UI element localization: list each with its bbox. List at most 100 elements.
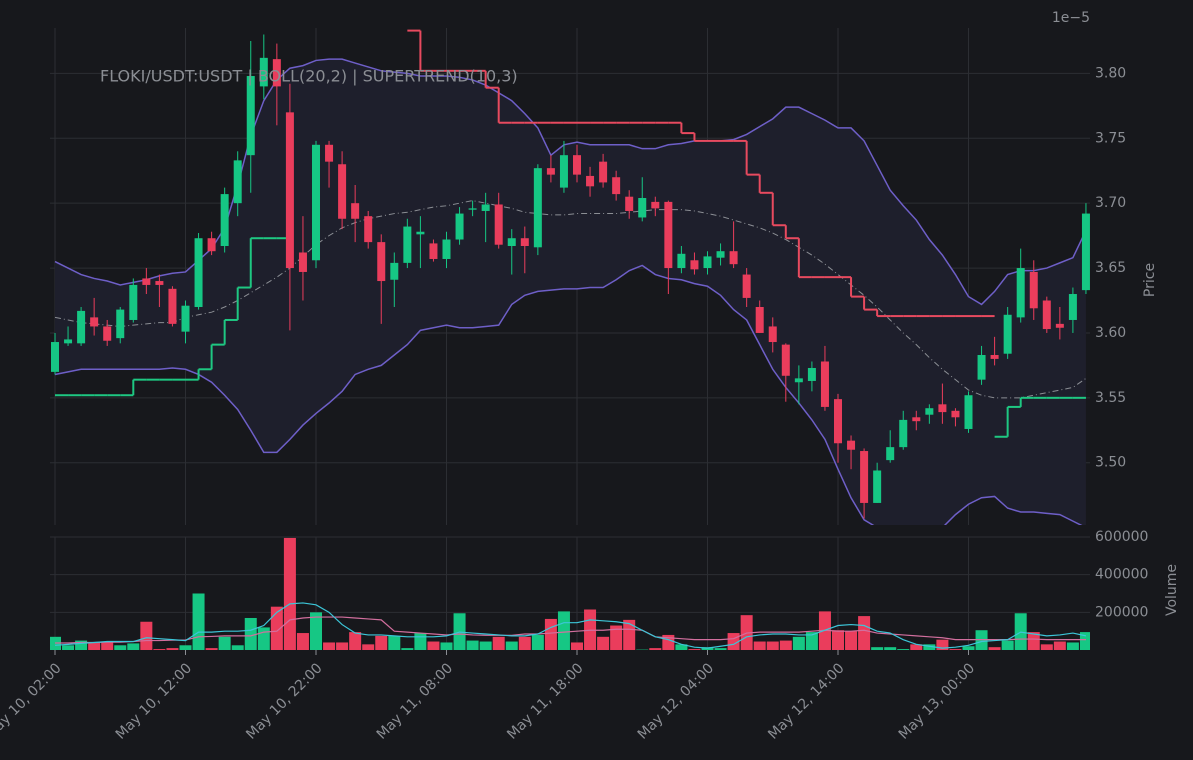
volume-bar <box>336 642 349 650</box>
candle-body <box>625 196 634 211</box>
candle-body <box>155 281 164 285</box>
volume-bar <box>688 649 701 650</box>
y-tick-label: 3.80 <box>1095 65 1126 81</box>
candle-body <box>951 410 960 418</box>
volume-bar <box>753 641 766 650</box>
candle-body <box>507 238 516 247</box>
candle-body <box>233 160 242 204</box>
candle-body <box>638 197 647 218</box>
volume-bar <box>714 648 727 650</box>
candle-body <box>168 288 177 324</box>
candle-body <box>990 355 999 359</box>
chart-title: FLOKI/USDT:USDT | BOLL(20,2) | SUPERTREN… <box>100 67 518 86</box>
price-panel <box>51 29 1090 525</box>
y-tick-label: 3.65 <box>1095 260 1126 276</box>
candle-body <box>272 59 281 87</box>
volume-bar <box>557 611 570 650</box>
band-mid-line <box>54 200 1087 399</box>
volume-bar <box>440 642 453 650</box>
candle-body <box>546 168 555 175</box>
volume-bar <box>505 641 518 650</box>
candle-body <box>246 76 255 156</box>
offset-text: 1e−5 <box>1052 10 1090 26</box>
volume-bar <box>597 636 610 650</box>
volume-axis-label: Volume <box>1164 564 1180 616</box>
volume-bar <box>858 616 871 650</box>
volume-bar <box>401 648 414 650</box>
y-axis-label: Price <box>1142 263 1158 297</box>
candle-body <box>338 164 347 219</box>
volume-bar <box>153 649 166 650</box>
volume-bar <box>792 636 805 650</box>
candle-body <box>781 344 790 376</box>
volume-bar <box>323 642 336 650</box>
candle-body <box>925 408 934 415</box>
candle-body <box>142 278 151 285</box>
candle-body <box>298 252 307 272</box>
volume-bar <box>101 642 114 650</box>
volume-bar <box>166 648 179 650</box>
volume-bar <box>114 645 127 650</box>
candle-body <box>325 144 334 162</box>
volume-bar <box>388 635 401 650</box>
candle-body <box>977 355 986 380</box>
candle-body <box>873 470 882 503</box>
volume-bar <box>310 612 322 650</box>
candle-body <box>77 310 86 344</box>
candle-body <box>834 399 842 444</box>
candle-body <box>807 367 816 381</box>
volume-bar <box>349 632 362 650</box>
candle-body <box>442 239 451 259</box>
volume-bar <box>414 633 427 650</box>
candle-body <box>533 168 542 248</box>
candle-body <box>586 175 595 187</box>
volume-ma-line <box>55 616 1086 644</box>
candle-body <box>455 213 464 240</box>
volume-bar <box>649 648 662 650</box>
volume-bar <box>88 642 101 650</box>
volume-bar <box>1001 640 1014 650</box>
volume-bar <box>1053 641 1066 650</box>
candle-body <box>599 161 608 183</box>
volume-bar <box>845 631 858 650</box>
volume-bar <box>923 644 936 650</box>
y-tick-label: 3.55 <box>1095 390 1126 406</box>
candle-body <box>1029 271 1038 309</box>
volume-bar <box>192 593 205 650</box>
volume-bar <box>936 639 949 650</box>
candle-body <box>690 260 699 270</box>
candle-body <box>1042 300 1051 330</box>
candle-body <box>651 201 660 209</box>
volume-tick-label: 400000 <box>1095 567 1148 583</box>
candle-body <box>494 204 503 245</box>
candle-body <box>847 440 856 450</box>
candle-body <box>116 309 125 339</box>
volume-tick-label: 600000 <box>1095 529 1148 545</box>
volume-bar <box>897 649 910 650</box>
candle-body <box>416 231 425 235</box>
volume-bar <box>871 647 884 650</box>
candle-body <box>899 419 908 448</box>
candle-body <box>429 243 438 259</box>
volume-bar <box>283 537 296 650</box>
volume-bar <box>466 640 479 650</box>
candle-body <box>612 177 621 195</box>
candle-body <box>207 238 216 252</box>
candle-body <box>129 284 138 320</box>
volume-bar <box>949 649 962 650</box>
volume-bar <box>362 644 375 650</box>
volume-bar <box>427 641 440 650</box>
volume-bar <box>296 633 309 650</box>
volume-bar <box>988 647 1001 650</box>
candle-body <box>573 155 581 175</box>
volume-bar <box>244 617 257 650</box>
volume-bar <box>531 634 544 650</box>
y-tick-label: 3.50 <box>1095 455 1126 471</box>
volume-bar <box>127 643 140 650</box>
candle-body <box>351 203 360 219</box>
candle-body <box>520 238 529 247</box>
candle-body <box>664 201 673 269</box>
volume-bar <box>270 606 283 650</box>
volume-bar <box>257 627 270 650</box>
